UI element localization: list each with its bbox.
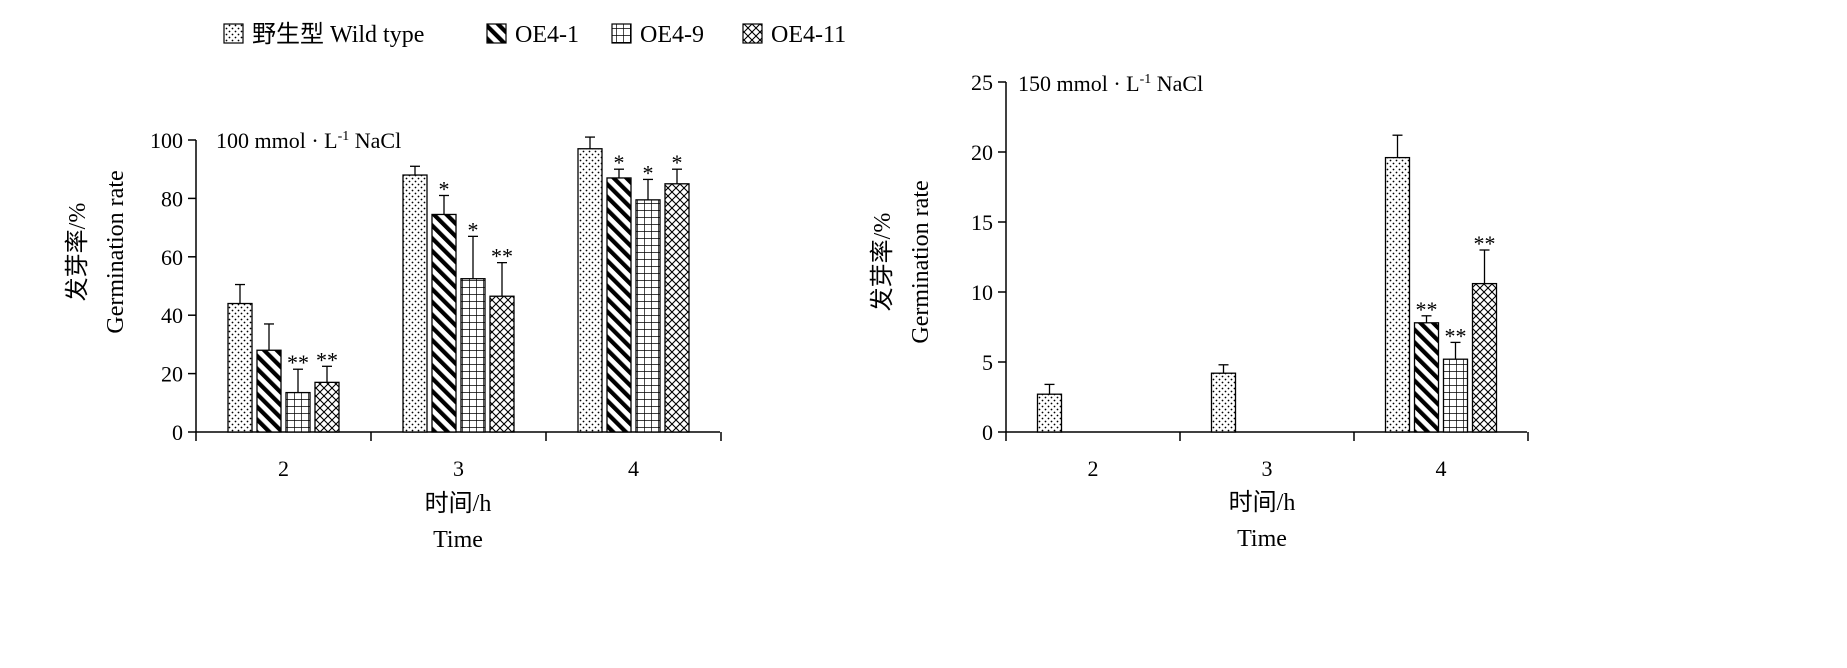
significance-label: *	[614, 150, 625, 175]
legend-swatch-wild-type	[223, 23, 244, 44]
x-tick-label: 3	[453, 456, 464, 481]
y-tick-label: 15	[971, 210, 993, 235]
legend-swatch-oe4-11	[742, 23, 763, 44]
bar	[314, 381, 340, 433]
chart-100-ylabel-cn: 发芽率/%	[64, 203, 91, 302]
y-tick-label: 40	[161, 303, 183, 328]
bar	[402, 174, 428, 433]
bar	[664, 183, 690, 433]
legend-label-oe4-1: OE4-1	[515, 22, 579, 48]
y-tick-label: 100	[150, 128, 183, 153]
bar	[577, 148, 603, 433]
legend-label-oe4-11: OE4-11	[771, 22, 846, 48]
y-tick-label: 5	[982, 350, 993, 375]
chart-150mmol: 150 mmol · L-1 NaCl 发芽率/% Germination ra…	[869, 70, 1529, 552]
bar	[285, 391, 311, 433]
significance-label: **	[1445, 323, 1467, 348]
significance-label: **	[287, 350, 309, 375]
x-tick-label: 2	[1088, 456, 1099, 481]
chart-150-y-axis-title: 发芽率/% Germination rate	[869, 180, 934, 343]
y-tick-label: 0	[982, 420, 993, 445]
significance-label: *	[439, 176, 450, 201]
bar	[1442, 358, 1469, 433]
bar	[1413, 322, 1440, 433]
significance-label: **	[1416, 297, 1438, 322]
legend-label-wild-type: 野生型 Wild type	[252, 21, 424, 48]
x-tick-label: 4	[628, 456, 639, 481]
bar	[489, 295, 515, 433]
significance-label: *	[672, 150, 683, 175]
legend-item-oe4-9: OE4-9	[611, 22, 704, 48]
bar	[1384, 156, 1411, 433]
significance-label: *	[468, 217, 479, 242]
y-tick-label: 10	[971, 280, 993, 305]
bar	[1471, 282, 1498, 433]
significance-label: **	[1474, 231, 1496, 256]
legend-item-oe4-1: OE4-1	[486, 22, 579, 48]
chart-150-ylabel-en: Germination rate	[908, 180, 934, 343]
chart-100mmol: 100 mmol · L-1 NaCl 发芽率/% Germination ra…	[64, 128, 722, 553]
chart-150-xlabel-cn: 时间/h	[1229, 489, 1296, 516]
x-tick-label: 2	[278, 456, 289, 481]
y-tick-label: 25	[971, 70, 993, 95]
legend-swatch-oe4-1	[486, 23, 507, 44]
bar	[460, 278, 486, 433]
chart-150-ylabel-cn: 发芽率/%	[869, 213, 896, 312]
x-tick-label: 3	[1262, 456, 1273, 481]
chart-100-xlabel-cn: 时间/h	[425, 490, 492, 517]
y-tick-label: 0	[172, 420, 183, 445]
significance-label: **	[491, 244, 513, 269]
y-tick-label: 20	[161, 362, 183, 387]
legend-swatch-oe4-9	[611, 23, 632, 44]
y-tick-label: 20	[971, 140, 993, 165]
legend-item-oe4-11: OE4-11	[742, 22, 846, 48]
legend-label-oe4-9: OE4-9	[640, 22, 704, 48]
bar	[1210, 372, 1237, 433]
y-tick-label: 80	[161, 186, 183, 211]
chart-100-y-axis-title: 发芽率/% Germination rate	[64, 170, 129, 333]
chart-150-annotation: 150 mmol · L-1 NaCl	[1018, 71, 1203, 96]
bar	[431, 213, 457, 433]
chart-100-xlabel-en: Time	[433, 527, 483, 553]
legend-item-wild-type: 野生型 Wild type	[223, 21, 424, 48]
bar	[635, 199, 661, 433]
chart-100-ylabel-en: Germination rate	[103, 170, 129, 333]
significance-label: *	[643, 160, 654, 185]
chart-150-plot-area: 0 5 10 15 20 25 2 3 4 ** ** **	[971, 70, 1529, 481]
y-tick-label: 60	[161, 245, 183, 270]
chart-100-annotation: 100 mmol · L-1 NaCl	[216, 128, 401, 153]
bar	[1036, 393, 1063, 433]
bar	[256, 349, 282, 433]
bar	[606, 177, 632, 433]
chart-150-xlabel-en: Time	[1237, 526, 1287, 552]
bar	[227, 302, 253, 433]
legend: 野生型 Wild type OE4-1 OE4-9 OE4-11	[223, 21, 846, 48]
significance-label: **	[316, 347, 338, 372]
x-tick-label: 4	[1436, 456, 1447, 481]
